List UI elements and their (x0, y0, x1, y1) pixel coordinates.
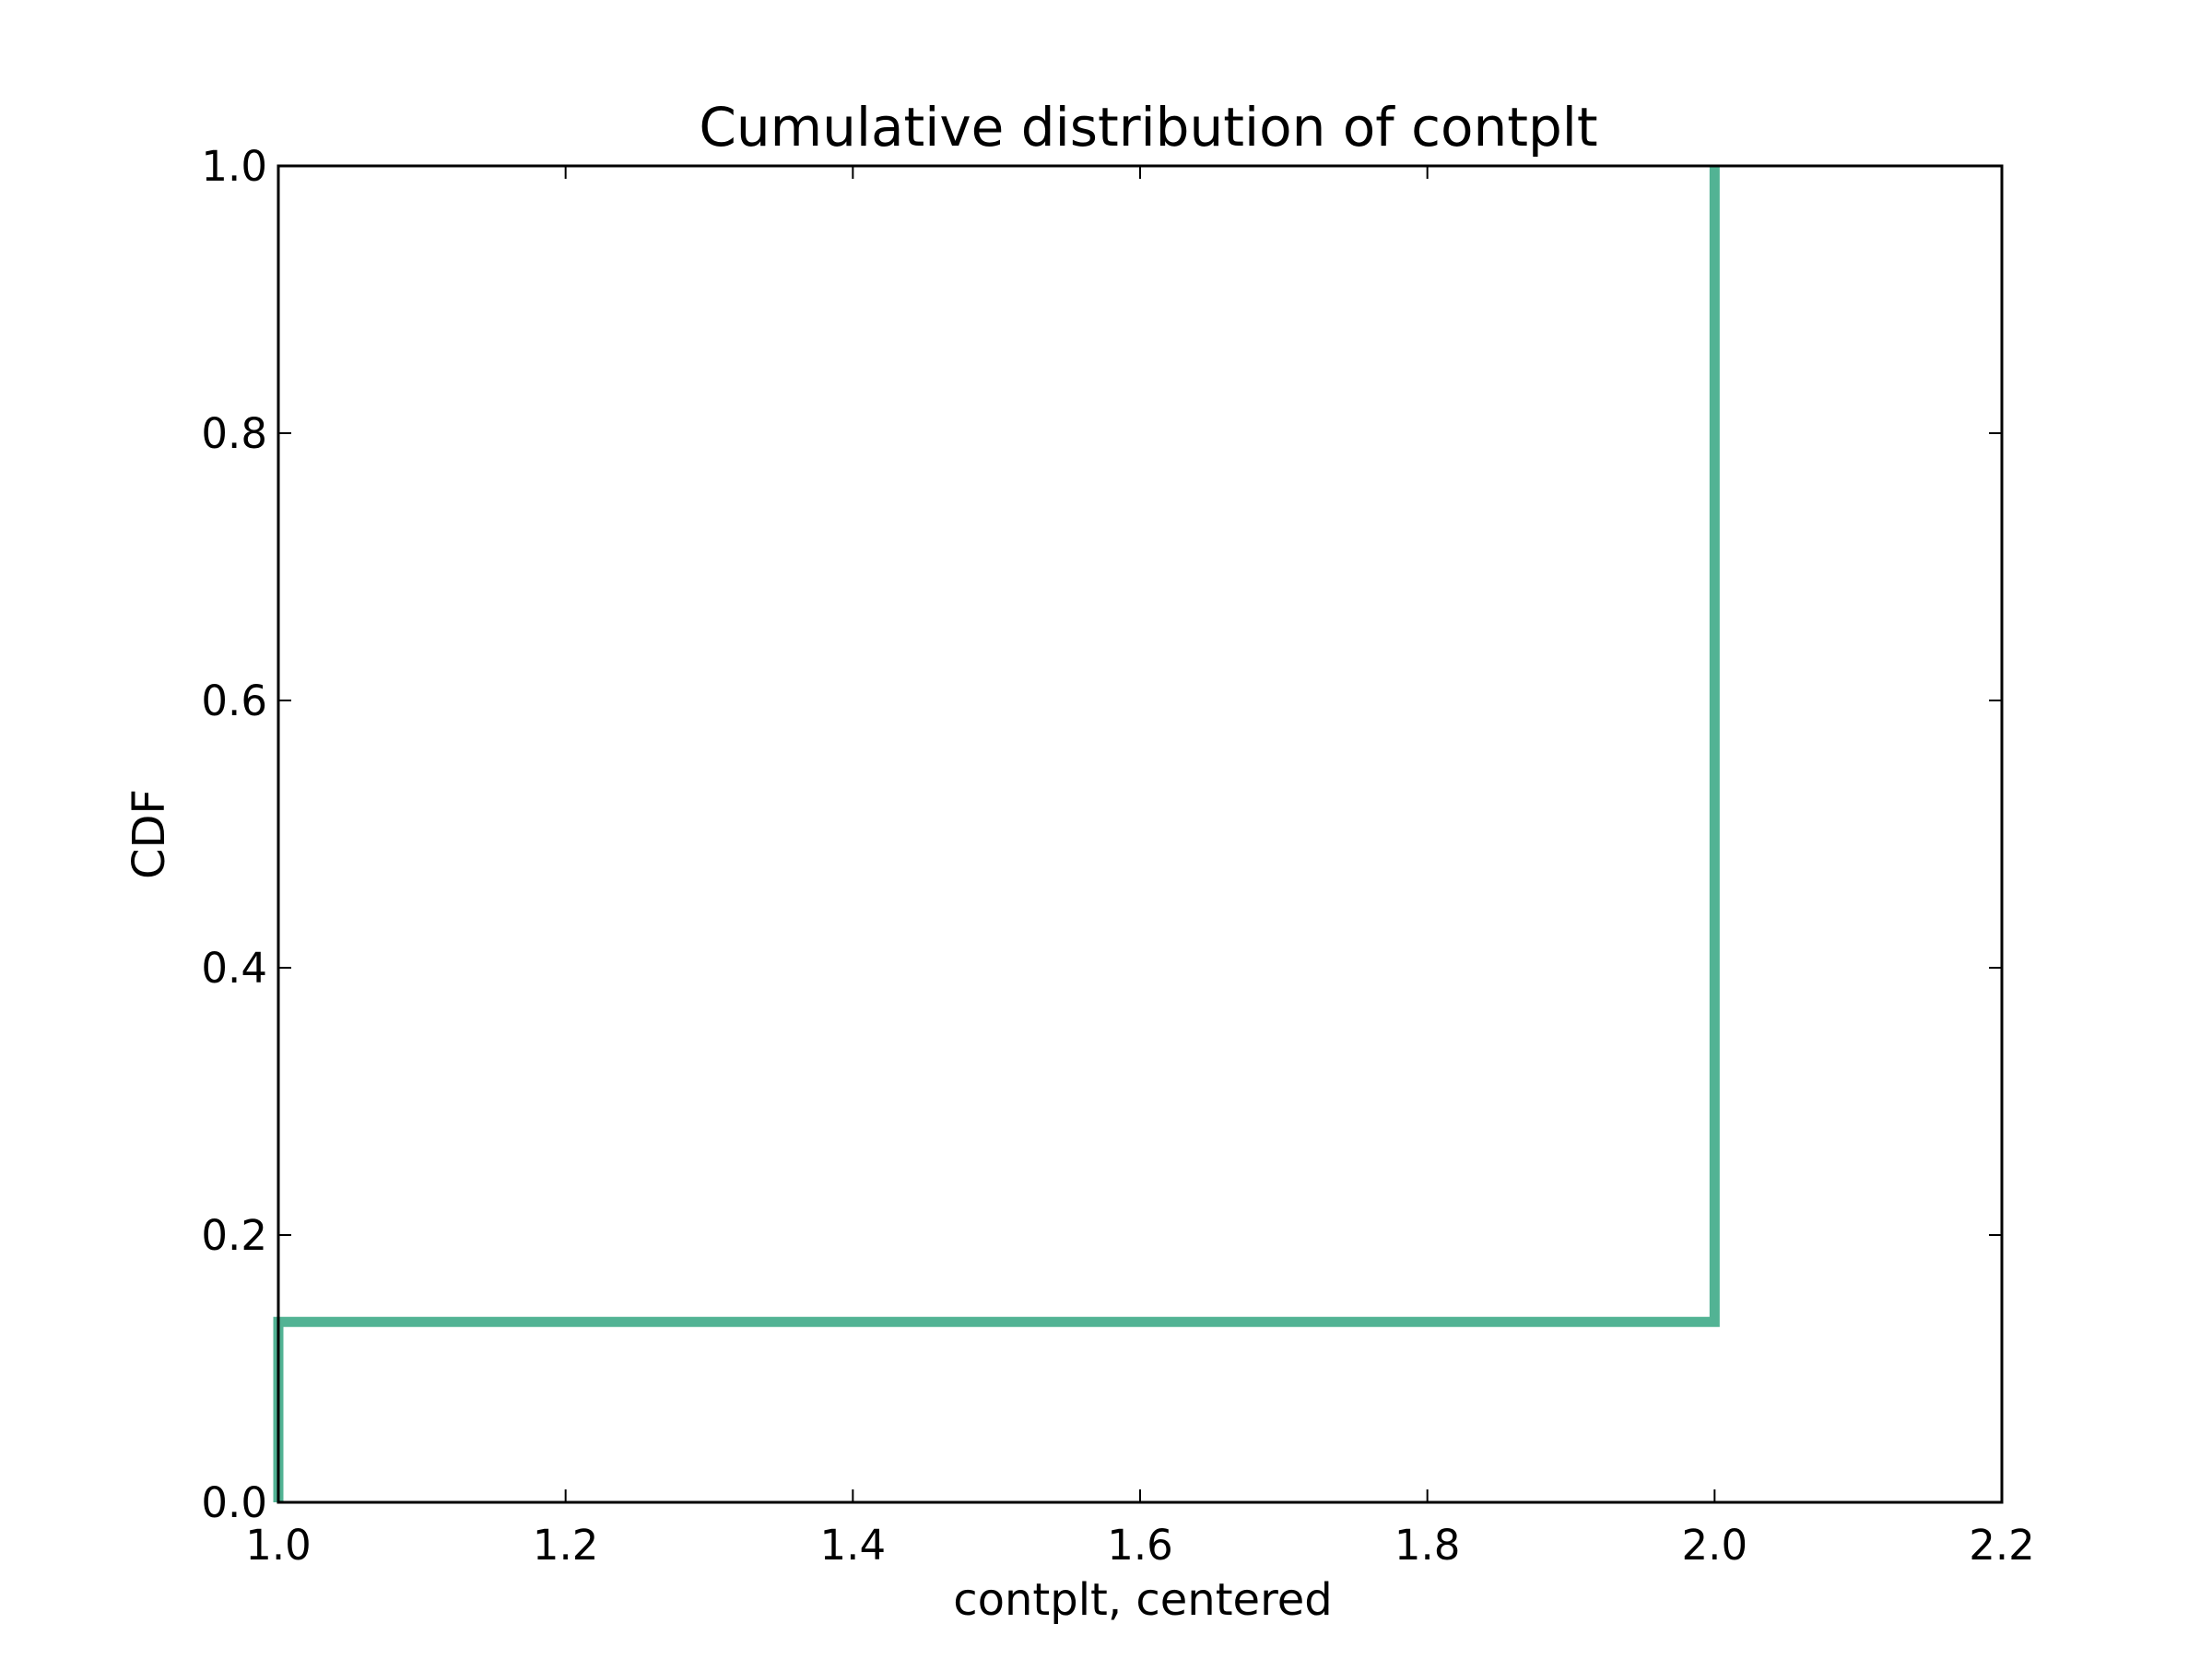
x-tick-label: 2.0 (1682, 1521, 1748, 1570)
y-tick-label: 1.0 (201, 142, 267, 191)
plot-frame (276, 164, 2004, 1504)
y-tick-label: 0.0 (201, 1478, 267, 1527)
chart-title: Cumulative distribution of contplt (699, 96, 1597, 159)
y-tick-label: 0.4 (201, 944, 267, 993)
x-tick-label: 1.8 (1394, 1521, 1461, 1570)
x-tick-label: 1.2 (533, 1521, 599, 1570)
x-tick-label: 1.4 (820, 1521, 887, 1570)
y-tick-label: 0.2 (201, 1211, 267, 1260)
y-axis-ticks: 0.0 0.2 0.4 0.6 0.8 1.0 (201, 142, 2002, 1527)
y-axis-label: CDF (124, 789, 175, 879)
x-tick-label: 1.0 (245, 1521, 312, 1570)
x-tick-label: 2.2 (1969, 1521, 2035, 1570)
x-tick-label: 1.6 (1107, 1521, 1173, 1570)
y-tick-label: 0.8 (201, 409, 267, 458)
x-axis-ticks: 1.0 1.2 1.4 1.6 1.8 2.0 2.2 (245, 166, 2035, 1570)
x-axis-label: contplt, centered (953, 1574, 1333, 1626)
y-tick-label: 0.6 (201, 677, 267, 725)
